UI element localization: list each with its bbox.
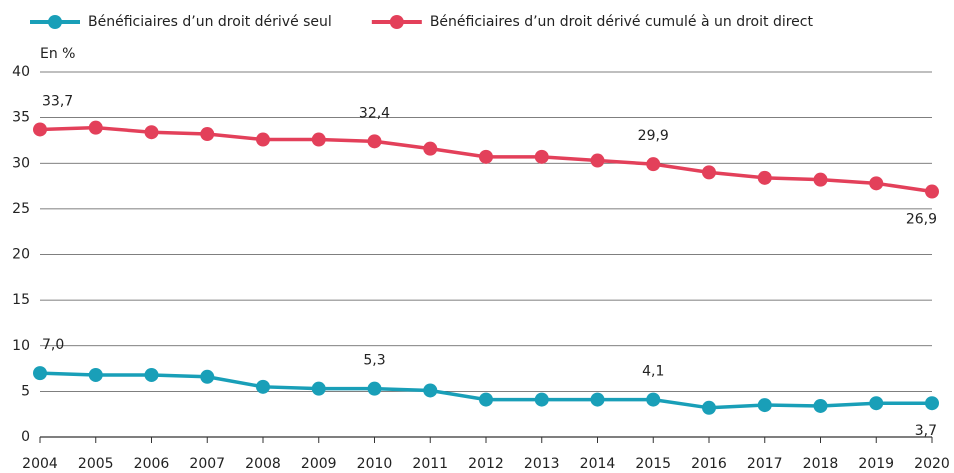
y-tick-label: 30 xyxy=(12,155,30,171)
data-label: 26,9 xyxy=(906,212,937,228)
marker xyxy=(33,366,47,381)
marker xyxy=(646,157,661,172)
marker xyxy=(534,149,549,164)
marker xyxy=(534,392,549,407)
marker xyxy=(423,383,438,398)
marker xyxy=(88,367,103,382)
x-tick-label: 2011 xyxy=(412,456,448,472)
marker xyxy=(479,392,493,407)
marker xyxy=(702,400,716,415)
data-label: 29,9 xyxy=(638,128,669,144)
data-label: 32,4 xyxy=(359,105,390,121)
marker xyxy=(479,149,493,164)
x-tick-label: 2010 xyxy=(357,456,393,472)
y-tick-label: 15 xyxy=(12,292,30,308)
x-tick-label: 2009 xyxy=(301,456,337,472)
marker xyxy=(144,125,159,140)
marker xyxy=(311,381,326,396)
x-tick-label: 2006 xyxy=(134,456,170,472)
x-tick-label: 2008 xyxy=(245,456,281,472)
x-tick-label: 2005 xyxy=(78,456,114,472)
legend-marker xyxy=(48,15,62,29)
y-axis-label: En % xyxy=(40,46,75,62)
x-tick-label: 2012 xyxy=(468,456,504,472)
marker xyxy=(869,176,884,191)
y-tick-label: 40 xyxy=(12,64,30,80)
marker xyxy=(813,172,828,187)
y-tick-label: 10 xyxy=(12,338,30,354)
marker xyxy=(33,122,47,137)
data-label: 4,1 xyxy=(642,364,664,380)
marker xyxy=(367,134,382,149)
marker xyxy=(925,396,939,411)
marker xyxy=(869,396,884,411)
marker xyxy=(757,398,772,413)
data-label: 33,7 xyxy=(42,93,73,109)
marker xyxy=(590,392,605,407)
marker xyxy=(144,367,159,382)
marker xyxy=(590,153,605,168)
x-tick-label: 2004 xyxy=(22,456,58,472)
marker xyxy=(925,184,939,199)
marker xyxy=(702,165,716,180)
x-tick-label: 2016 xyxy=(691,456,727,472)
legend-label: Bénéficiaires d’un droit dérivé cumulé à… xyxy=(430,14,814,30)
data-label: 5,3 xyxy=(363,353,385,369)
y-tick-label: 35 xyxy=(12,110,30,126)
legend-label: Bénéficiaires d’un droit dérivé seul xyxy=(88,14,332,30)
marker xyxy=(757,170,772,185)
x-tick-label: 2014 xyxy=(580,456,616,472)
marker xyxy=(423,141,438,156)
x-tick-label: 2015 xyxy=(635,456,671,472)
x-tick-label: 2017 xyxy=(747,456,783,472)
x-tick-label: 2013 xyxy=(524,456,560,472)
marker xyxy=(88,120,103,135)
y-tick-label: 5 xyxy=(21,383,30,399)
y-tick-label: 20 xyxy=(12,247,30,263)
data-label: 3,7 xyxy=(915,423,937,439)
marker xyxy=(200,127,215,142)
marker xyxy=(311,132,326,147)
x-tick-label: 2007 xyxy=(189,456,225,472)
y-tick-label: 0 xyxy=(21,429,30,445)
legend-marker xyxy=(389,15,404,29)
marker xyxy=(813,398,828,413)
x-tick-label: 2020 xyxy=(914,456,950,472)
x-tick-label: 2019 xyxy=(858,456,894,472)
y-tick-label: 25 xyxy=(12,201,30,217)
x-tick-label: 2018 xyxy=(803,456,839,472)
marker xyxy=(646,392,661,407)
marker xyxy=(367,381,382,396)
data-label: 7,0 xyxy=(42,337,64,353)
marker xyxy=(256,132,270,147)
marker xyxy=(200,369,215,384)
marker xyxy=(256,379,270,394)
